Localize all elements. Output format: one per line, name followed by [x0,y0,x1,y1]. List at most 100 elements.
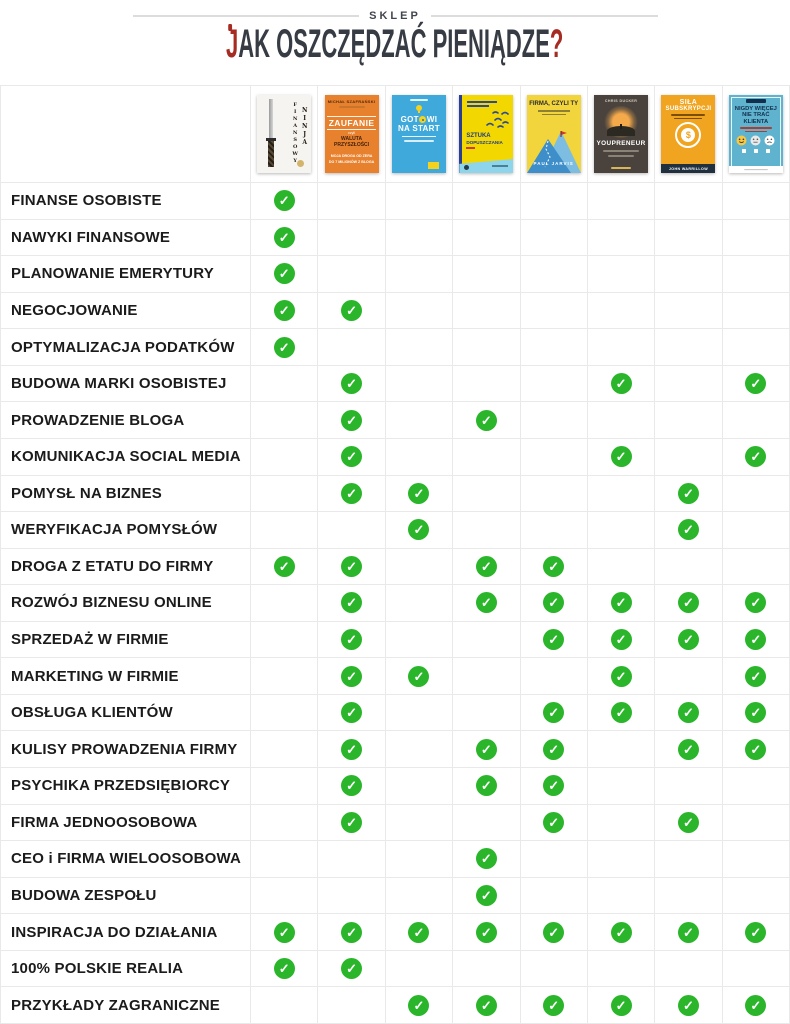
check-cell-empty [251,512,319,549]
cover-title-line2: DOPUSZCZANIA [466,140,503,145]
row-label: WERYFIKACJA POMYSŁÓW [1,512,251,549]
check-cell-checked: ✓ [722,621,790,659]
check-cell-empty [655,329,723,366]
book-cover-sila-subskrypcji[interactable]: SIŁA SUBSKRYPCJI $ JOHN WARRILLOW [661,95,716,173]
check-cell-checked: ✓ [453,402,521,439]
book-cover-sztuka-dopuszczania[interactable]: SZTUKA DOPUSZCZANIA [459,95,514,173]
text-line-placeholder [467,105,490,107]
book-cover-firma-czyli-ty[interactable]: FIRMA, CZYLI TY PAUL JARVIS [526,95,581,173]
check-cell-checked: ✓ [318,658,386,695]
check-cell-empty [520,219,588,257]
book-cover-gotowi-na-start[interactable]: GOT WI NA START [391,95,446,173]
check-icon: ✓ [341,811,363,833]
cover-title-line2: NA START [397,124,440,133]
check-icon: ✓ [677,702,699,724]
row-label: MARKETING W FIRMIE [1,658,251,695]
check-icon: ✓ [677,738,699,760]
sunrise-silhouette-graphic [604,106,639,138]
check-cell-checked: ✓ [655,585,723,622]
check-cell-checked: ✓ [520,694,588,732]
check-cell-empty [385,219,454,257]
check-cell-checked: ✓ [318,475,386,513]
check-cell-empty [587,402,656,439]
text-line-placeholder [403,140,434,142]
check-cell-empty [318,183,386,220]
check-icon: ✓ [610,373,632,395]
check-cell-checked: ✓ [453,768,521,805]
check-icon: ✓ [341,958,363,980]
check-cell-checked: ✓ [385,914,454,951]
check-cell-checked: ✓ [318,768,386,805]
cover-title: FIRMA, CZYLI TY [529,101,579,107]
check-icon: ✓ [677,921,699,943]
check-cell-empty [520,438,588,476]
check-cell-empty [587,877,656,915]
brand-rule-right [430,15,658,17]
book-cover-nigdy-wiecej-nie-trac-klienta[interactable]: NIGDY WIĘCEJ NIE TRAĆ KLIENTA [728,95,783,173]
check-cell-empty [722,329,790,366]
text-line-placeholder [492,165,509,167]
check-icon: ✓ [341,446,363,468]
check-cell-checked: ✓ [251,329,319,366]
book-cover-youpreneur[interactable]: CHRIS DUCKER YOUPRENEUR [594,95,649,173]
check-icon: ✓ [745,629,767,651]
cover-title-vertical: FINANSOWY [292,102,299,165]
check-cell-empty [251,438,319,476]
row-label: KULISY PROWADZENIA FIRMY [1,731,251,768]
divider [401,136,436,137]
check-cell-empty [722,292,790,330]
check-icon: ✓ [745,592,767,614]
row-label: PLANOWANIE EMERYTURY [1,256,251,293]
check-cell-empty [722,877,790,915]
check-cell-checked: ✓ [453,914,521,951]
check-cell-checked: ✓ [520,768,588,805]
check-cell-empty [385,768,454,805]
check-cell-empty [520,877,588,915]
check-icon: ✓ [341,702,363,724]
cover-author: CHRIS DUCKER [604,99,638,103]
check-cell-checked: ✓ [385,512,454,549]
site-header: SKLEP JAK OSZCZĘDZAĆ PIENIĄDZE? [0,0,790,85]
checkbox-row [741,149,770,154]
check-cell-checked: ✓ [587,914,656,951]
check-icon: ✓ [745,702,767,724]
check-cell-checked: ✓ [251,548,319,586]
cover-tagline-2: DO 7 MILIONÓW Z BLOGA [328,159,375,164]
check-icon: ✓ [341,555,363,577]
check-cell-checked: ✓ [520,804,588,842]
text-line-placeholder [541,113,566,115]
page-title: JAK OSZCZĘDZAĆ PIENIĄDZE? [0,23,790,67]
book-header-cell: MICHAŁ SZAFRAŃSKI ZAUFANIE czyli WALUTA … [318,86,386,183]
check-cell-checked: ✓ [251,183,319,220]
book-cover-finansowy-ninja[interactable]: FINANSOWY NINJA [257,95,312,173]
check-cell-empty [655,219,723,257]
text-line-placeholder [739,127,772,129]
check-icon: ✓ [677,811,699,833]
text-line-placeholder [743,168,768,171]
check-cell-checked: ✓ [587,658,656,695]
cover-footer [728,166,783,173]
check-cell-empty [385,950,454,988]
checkbox-icon [765,149,770,154]
book-cover-zaufanie[interactable]: MICHAŁ SZAFRAŃSKI ZAUFANIE czyli WALUTA … [324,95,379,173]
check-icon: ✓ [610,702,632,724]
check-cell-empty [318,256,386,293]
check-cell-checked: ✓ [587,365,656,403]
katana-blade-icon [269,99,274,139]
stamp-icon [297,160,305,167]
check-icon: ✓ [543,738,565,760]
check-cell-checked: ✓ [318,402,386,439]
dollar-coin-icon: $ [681,128,696,142]
check-cell-checked: ✓ [655,731,723,768]
katana-grip-icon [268,141,275,167]
check-cell-checked: ✓ [318,292,386,330]
check-cell-empty [453,694,521,732]
check-cell-checked: ✓ [655,914,723,951]
check-icon: ✓ [677,519,699,541]
check-icon: ✓ [677,629,699,651]
check-cell-empty [655,256,723,293]
check-cell-empty [385,548,454,586]
check-cell-checked: ✓ [722,438,790,476]
check-icon: ✓ [408,665,430,687]
check-icon: ✓ [341,482,363,504]
